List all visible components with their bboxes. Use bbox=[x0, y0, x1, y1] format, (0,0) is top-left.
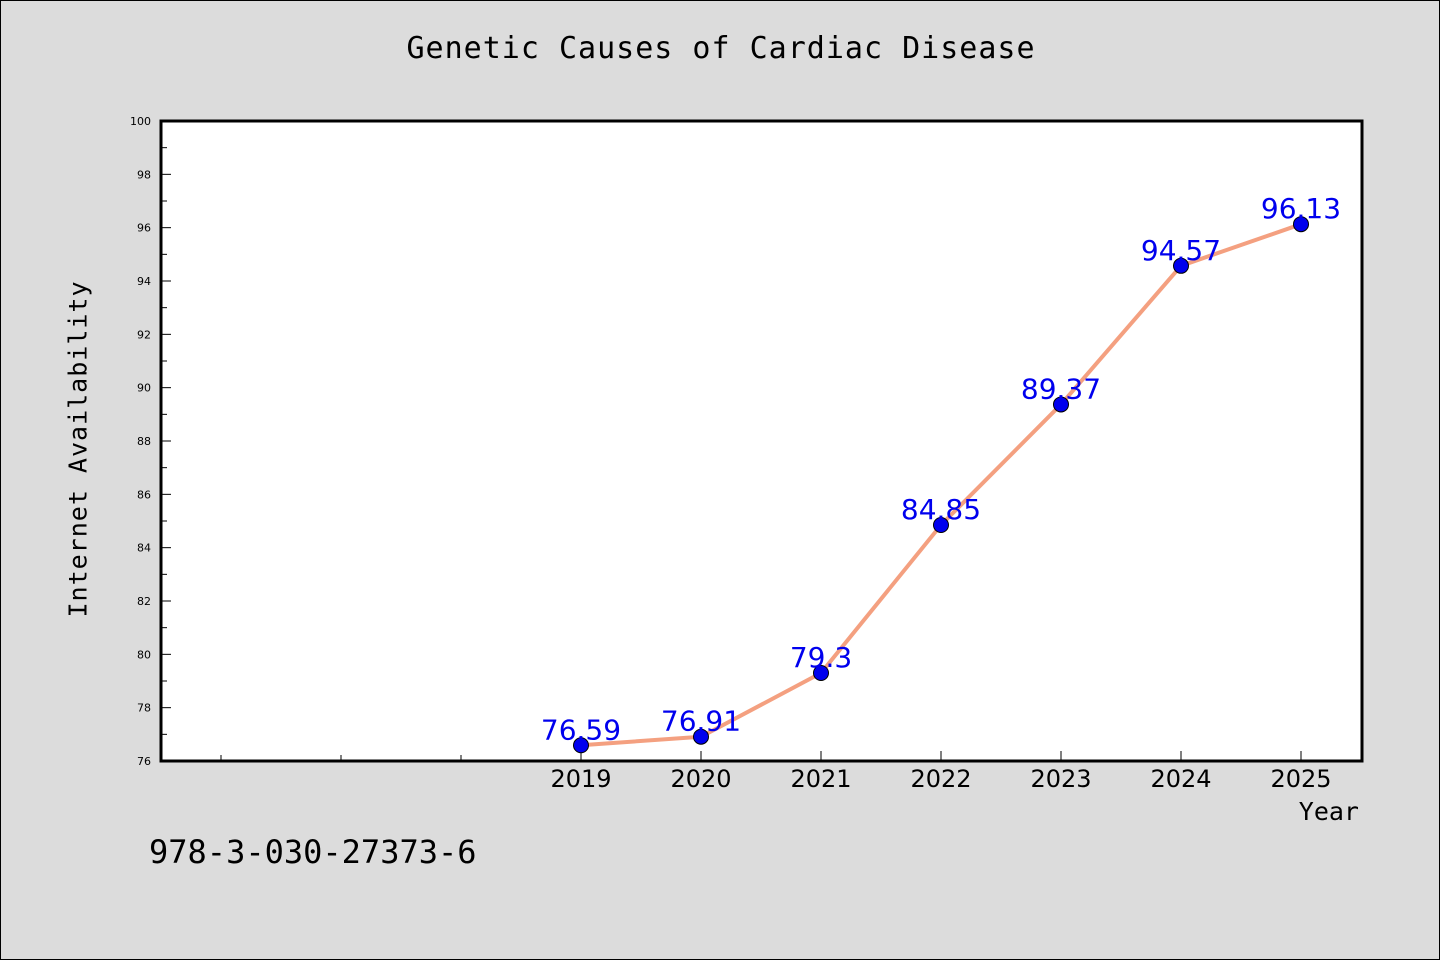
y-tick-label: 90 bbox=[137, 382, 151, 395]
y-tick-label: 78 bbox=[137, 702, 151, 715]
y-tick-label: 100 bbox=[130, 115, 151, 128]
y-tick-label: 76 bbox=[137, 755, 151, 768]
data-point-marker bbox=[933, 517, 949, 533]
data-label: 84.85 bbox=[901, 493, 981, 526]
y-tick-label: 88 bbox=[137, 435, 151, 448]
x-tick-label: 2023 bbox=[1030, 765, 1091, 793]
data-point-marker bbox=[573, 737, 589, 754]
x-tick-label: 2024 bbox=[1150, 765, 1211, 793]
isbn-footnote: 978-3-030-27373-6 bbox=[149, 833, 477, 871]
y-tick-label: 82 bbox=[137, 595, 151, 608]
data-label: 96.13 bbox=[1261, 192, 1341, 225]
data-label: 94.57 bbox=[1141, 234, 1221, 267]
y-tick-label: 84 bbox=[137, 542, 151, 555]
x-tick-label: 2022 bbox=[910, 765, 971, 793]
data-point-marker bbox=[693, 728, 709, 745]
plot-frame bbox=[159, 119, 1364, 763]
x-tick-label: 2025 bbox=[1270, 765, 1331, 793]
y-tick-label: 80 bbox=[137, 648, 151, 661]
data-point-marker bbox=[1293, 216, 1309, 233]
data-label: 76.59 bbox=[541, 713, 621, 746]
x-tick-label: 2021 bbox=[790, 765, 851, 793]
y-tick-label: 86 bbox=[137, 488, 151, 501]
y-tick-label: 92 bbox=[137, 328, 151, 341]
data-label: 89.37 bbox=[1021, 372, 1101, 405]
data-label: 79.3 bbox=[790, 641, 852, 674]
data-point-marker bbox=[1173, 257, 1189, 274]
y-tick-label: 96 bbox=[137, 222, 151, 235]
plot-area bbox=[161, 121, 1362, 761]
x-tick-label: 2019 bbox=[550, 765, 611, 793]
x-axis-label: Year bbox=[1298, 797, 1359, 826]
x-tick-label: 2020 bbox=[670, 765, 731, 793]
chart-title: Genetic Causes of Cardiac Disease bbox=[406, 31, 1036, 66]
y-tick-label: 94 bbox=[137, 275, 151, 288]
data-point-marker bbox=[813, 665, 829, 681]
y-tick-label: 98 bbox=[137, 168, 151, 181]
data-point-marker bbox=[1053, 396, 1069, 413]
data-label: 76.91 bbox=[661, 705, 741, 738]
